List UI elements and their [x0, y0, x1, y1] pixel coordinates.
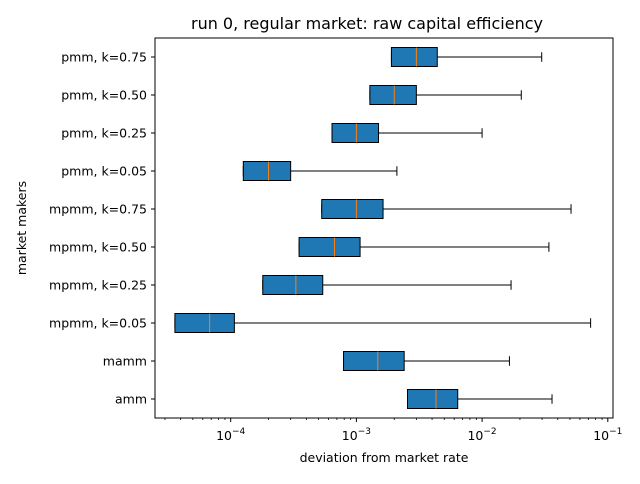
plot-frame	[154, 37, 614, 419]
box	[242, 161, 292, 181]
box-group	[343, 351, 510, 371]
y-tick-label: pmm, k=0.50	[61, 88, 147, 103]
y-tick-label: amm	[115, 392, 147, 407]
box	[343, 351, 405, 371]
y-axis: amm mamm mpmm, k=0.05 mpmm, k=0.25 mpmm, k=0…	[49, 50, 155, 407]
y-axis-label: market makers	[14, 181, 29, 275]
box-group	[262, 275, 512, 295]
y-tick-label: pmm, k=0.05	[61, 164, 147, 179]
box	[331, 123, 380, 143]
y-tick-label: mpmm, k=0.50	[49, 240, 147, 255]
box	[298, 237, 361, 257]
x-axis: 10−4 10−3 10−2 10−1	[164, 418, 622, 443]
x-tick-label: 10−1	[593, 427, 622, 443]
box-group	[390, 47, 543, 67]
box	[321, 199, 384, 219]
plot-area	[174, 47, 592, 409]
y-tick-label: mpmm, k=0.75	[49, 202, 147, 217]
y-tick-label: pmm, k=0.25	[61, 126, 147, 141]
box-group	[174, 313, 592, 333]
y-tick-label: mpmm, k=0.25	[49, 278, 147, 293]
box-group	[298, 237, 550, 257]
box	[406, 389, 459, 409]
y-tick-label: pmm, k=0.75	[61, 50, 147, 65]
x-tick-label: 10−2	[467, 427, 496, 443]
box	[369, 85, 417, 105]
box-group	[321, 199, 572, 219]
box-group	[242, 161, 398, 181]
box	[390, 47, 438, 67]
chart-title: run 0, regular market: raw capital effic…	[191, 14, 543, 33]
box	[262, 275, 324, 295]
x-axis-label: deviation from market rate	[300, 450, 469, 465]
x-tick-label: 10−3	[342, 427, 371, 443]
y-tick-label: mpmm, k=0.05	[49, 316, 147, 331]
box-group	[331, 123, 483, 143]
box	[174, 313, 235, 333]
y-tick-label: mamm	[103, 354, 147, 369]
box-group	[406, 389, 553, 409]
box-group	[369, 85, 522, 105]
x-tick-label: 10−4	[216, 427, 245, 443]
